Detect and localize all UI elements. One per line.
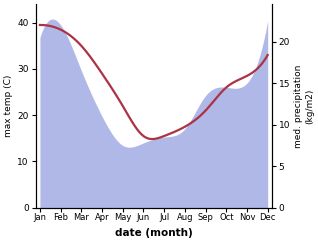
Y-axis label: max temp (C): max temp (C) [4,75,13,137]
Y-axis label: med. precipitation
(kg/m2): med. precipitation (kg/m2) [294,64,314,148]
X-axis label: date (month): date (month) [115,228,193,238]
